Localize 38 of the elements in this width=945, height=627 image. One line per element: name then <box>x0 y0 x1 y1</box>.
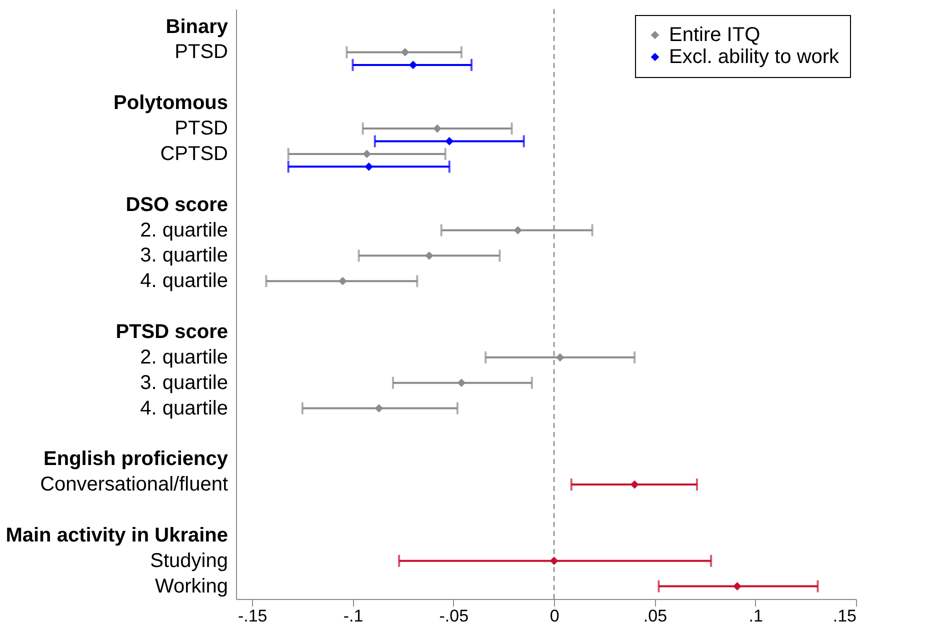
point <box>374 404 384 412</box>
y-tick-label: 3. quartile <box>140 244 228 267</box>
y-tick-label: DSO score <box>126 194 228 216</box>
point <box>556 353 564 362</box>
point <box>400 48 410 56</box>
y-tick-label: PTSD <box>174 41 228 64</box>
point <box>514 226 522 234</box>
x-tick-label: -.15 <box>238 606 268 626</box>
y-tick-label: PTSD score <box>116 320 228 343</box>
point <box>338 276 347 286</box>
x-tick-label: .15 <box>832 606 856 626</box>
point <box>630 480 639 489</box>
y-tick-label: 4. quartile <box>140 397 228 420</box>
point <box>457 378 466 388</box>
y-tick-label: 2. quartile <box>140 219 228 242</box>
y-tick-label: English proficiency <box>44 448 229 470</box>
y-tick-label: Studying <box>150 550 228 572</box>
legend-label: Entire ITQ <box>669 24 760 46</box>
x-tick-label: .1 <box>748 606 763 626</box>
point <box>425 252 434 260</box>
y-tick-label: 2. quartile <box>140 346 228 368</box>
point <box>550 556 558 566</box>
x-tick-label: 0 <box>550 606 560 626</box>
point <box>733 582 742 590</box>
y-tick-label: PTSD <box>174 118 228 140</box>
x-tick-label: -.1 <box>343 606 364 626</box>
y-tick-label: CPTSD <box>160 142 228 165</box>
y-tick-label: Working <box>155 575 228 598</box>
x-tick-label: .05 <box>643 606 668 626</box>
legend-label: Excl. ability to work <box>669 46 840 68</box>
y-tick-label: 4. quartile <box>140 270 228 292</box>
y-tick-label: Conversational/fluent <box>40 474 228 496</box>
y-tick-label: 3. quartile <box>140 372 228 394</box>
y-tick-label: Binary <box>166 16 229 38</box>
y-tick-label: Polytomous <box>114 92 228 114</box>
x-tick-label: -.05 <box>439 606 469 626</box>
y-tick-label: Main activity in Ukraine <box>6 524 228 546</box>
point <box>433 124 442 133</box>
